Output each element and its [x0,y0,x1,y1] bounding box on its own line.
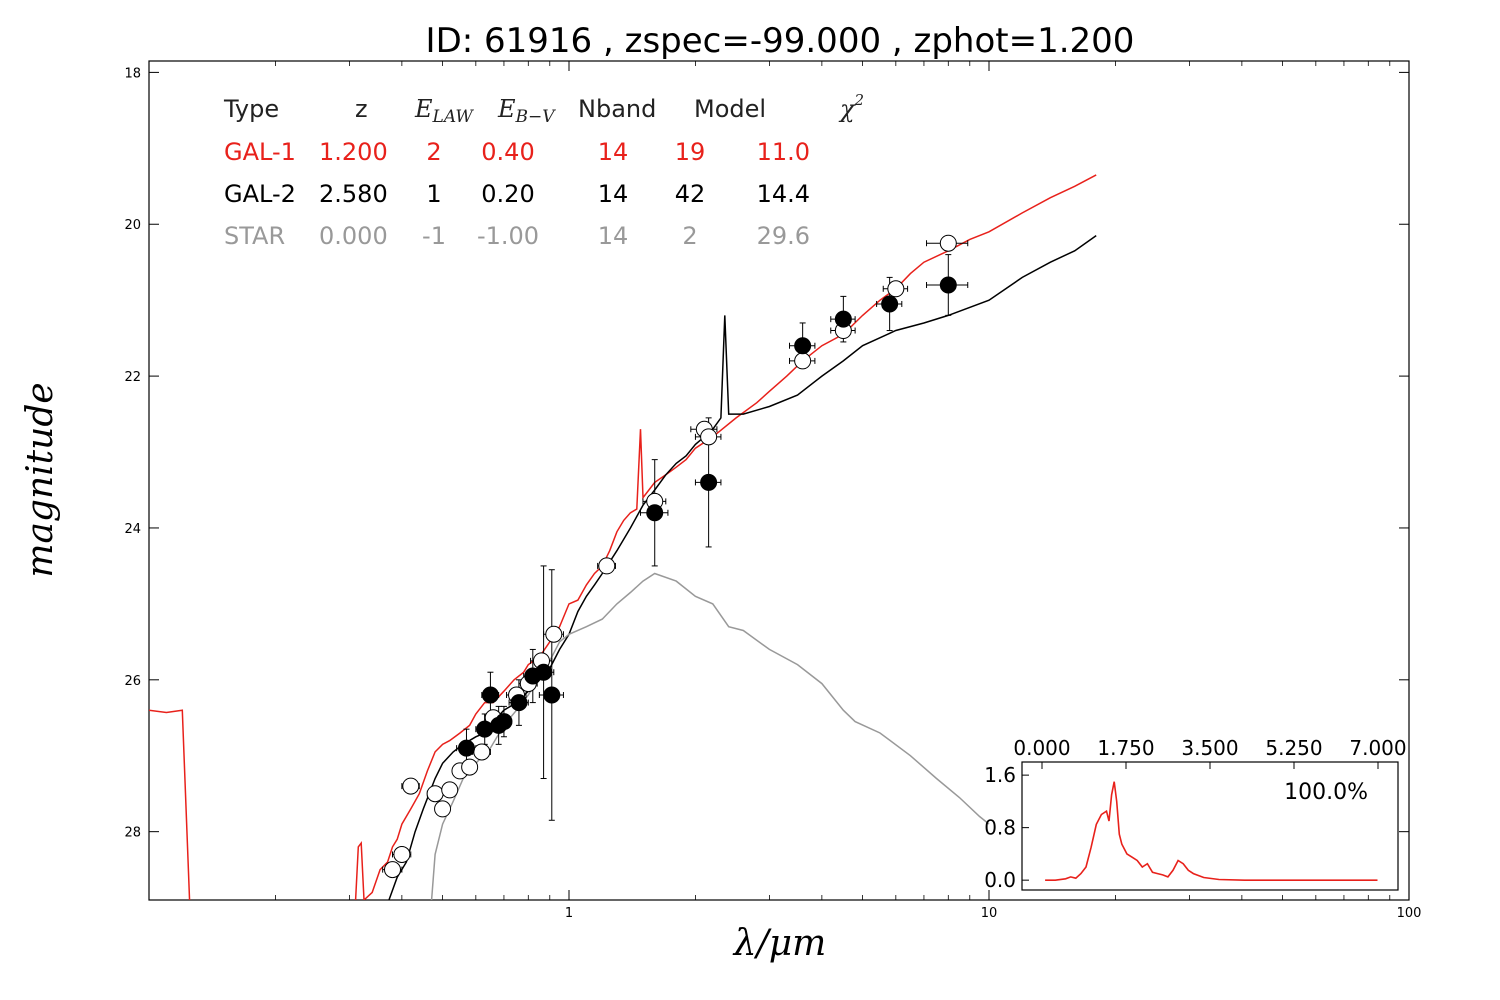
y-tick-label-3: 24 [124,522,141,537]
table-cell-star-z: 0.000 [319,222,388,250]
observed-point-14 [939,276,957,294]
inset-y-axis: 1.6 0.8 0.0 [984,763,1029,892]
table-header-type: Type [223,95,279,123]
plot-frame [148,60,1410,901]
table-header-model: Model [694,95,766,123]
table-cell-gal-2-chi2: 14.4 [757,180,810,208]
model-point-1 [393,845,411,863]
inset-x-tick-label-1: 1.750 [1097,736,1154,760]
inset-y-tick-label-2: 0.0 [984,868,1016,892]
table-cell-gal-1-elaw: 2 [426,138,441,166]
table-cell-star-model: 2 [682,222,697,250]
model-point-20 [887,280,905,298]
model-point-5 [441,781,459,799]
observed-point-10 [700,473,718,491]
y-tick-label-5: 28 [124,826,141,841]
model-point-17 [700,428,718,446]
y-tick-label-1: 20 [124,218,141,233]
inset-line-layer [1045,781,1378,881]
x-tick-label-1: 10 [981,906,998,921]
table-cell-gal-2-z: 2.580 [319,180,388,208]
table-cell-gal-1-ebv: 0.40 [481,138,534,166]
table-cell-gal-1-chi2: 11.0 [757,138,810,166]
observed-point-8 [543,686,561,704]
fit-table: Type z ELAW EB−V Nband Model χ2 GAL-1 1.2… [223,91,864,250]
table-cell-gal-2-type: GAL-2 [224,180,296,208]
series-line-gal-2 [388,234,1097,900]
y-tick-label-2: 22 [124,370,141,385]
table-header-nband: Nband [578,95,656,123]
chart-title: ID: 61916 , zspec=-99.000 , zphot=1.200 [426,21,1135,61]
inset-x-tick-label-3: 5.250 [1265,736,1322,760]
observed-point-9 [646,504,664,522]
observed-point-4 [495,713,513,731]
table-cell-star-chi2: 29.6 [757,222,810,250]
table-cell-gal-1-model: 19 [675,138,706,166]
observed-point-7 [535,663,553,681]
model-point-21 [939,234,957,252]
table-cell-star-type: STAR [224,222,285,250]
observed-point-12 [834,310,852,328]
table-cell-gal-2-model: 42 [675,180,706,208]
y-tick-label-4: 26 [124,674,141,689]
x-tick-label-2: 100 [1397,906,1422,921]
observed-point-1 [476,720,494,738]
table-cell-gal-1-nband: 14 [598,138,629,166]
inset-x-tick-label-4: 7.000 [1349,736,1406,760]
table-cell-gal-2-nband: 14 [598,180,629,208]
table-cell-star-nband: 14 [598,222,629,250]
table-cell-star-ebv: -1.00 [477,222,539,250]
inset-percentage: 100.0% [1284,780,1368,805]
table-cell-gal-2-ebv: 0.20 [481,180,534,208]
points-layer [382,234,969,879]
model-point-7 [461,758,479,776]
model-point-13 [545,625,563,643]
table-cell-gal-1-z: 1.200 [319,138,388,166]
table-cell-star-elaw: -1 [422,222,446,250]
x-axis-label: λ/μm [732,923,826,964]
x-axis: 1 10 100 [275,61,1421,921]
table-cell-gal-2-elaw: 1 [426,180,441,208]
inset-x-tick-label-2: 3.500 [1181,736,1238,760]
observed-point-0 [457,739,475,757]
observed-point-11 [794,337,812,355]
model-point-18 [794,352,812,370]
inset-y-tick-label-1: 0.8 [984,816,1016,840]
observed-point-13 [881,295,899,313]
table-header-ebv: EB−V [497,95,556,127]
observed-point-5 [510,694,528,712]
model-point-4 [434,800,452,818]
y-tick-label-0: 18 [124,66,141,81]
inset-x-axis: 0.000 1.750 3.500 5.250 7.000 [1013,736,1407,769]
inset-pdf-line [1045,781,1378,881]
observed-point-2 [481,686,499,704]
model-point-0 [384,861,402,879]
table-cell-gal-1-type: GAL-1 [224,138,296,166]
inset-y-tick-label-0: 1.6 [984,763,1016,787]
table-header-z: z [355,95,368,123]
y-axis-label: magnitude [20,382,61,577]
inset-x-tick-label-0: 0.000 [1013,736,1070,760]
series-line-gal-1 [149,174,1097,900]
table-header-elaw: ELAW [414,95,474,127]
model-point-2 [402,777,420,795]
x-tick-label-0: 1 [565,906,573,921]
table-rows: GAL-1 1.200 2 0.40 14 19 11.0 GAL-2 2.580 1 0.20 14… [224,138,810,250]
model-point-14 [598,557,616,575]
redshift-pdf-inset: 0.000 1.750 3.500 5.250 7.000 1.6 0.8 0.0 100.… [984,736,1406,892]
model-point-8 [473,743,491,761]
table-header-chi2: χ2 [838,91,864,123]
series-line-star [430,572,990,900]
model-point-3 [426,785,444,803]
